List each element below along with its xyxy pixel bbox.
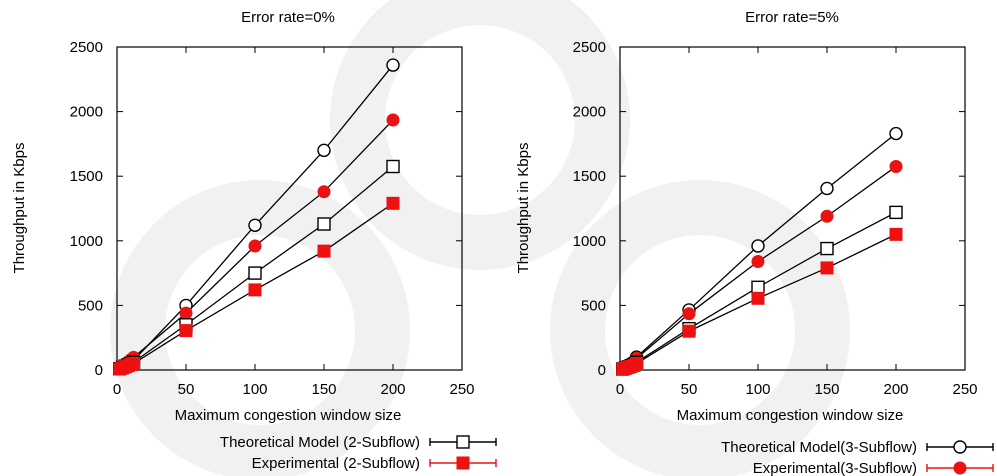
data-point xyxy=(179,324,193,338)
data-point xyxy=(317,143,331,158)
plot-area xyxy=(113,58,400,376)
y-axis-label: Throughput in Kbps xyxy=(11,143,28,274)
data-point xyxy=(751,280,765,295)
y-tick-label: 0 xyxy=(598,362,606,379)
data-point xyxy=(248,218,262,232)
chart-panel-error-0: Error rate=0% Throughput in Kbps Maximum… xyxy=(11,9,497,472)
x-axis-label: Maximum congestion window size xyxy=(175,407,402,424)
x-tick-label: 150 xyxy=(311,381,336,398)
data-point xyxy=(889,205,903,220)
legend-label: Experimental(3-Subflow) xyxy=(753,460,917,476)
y-tick-label: 0 xyxy=(95,362,103,379)
data-point xyxy=(179,306,193,320)
chart-panel-error-5: Error rate=5% Throughput in Kbps Maximum… xyxy=(515,9,994,476)
x-tick-label: 150 xyxy=(814,381,839,398)
y-tick-label: 1000 xyxy=(70,233,103,250)
data-point xyxy=(751,239,765,253)
legend-label: Theoretical Model (2-Subflow) xyxy=(220,434,420,451)
plot-frame xyxy=(116,46,463,371)
y-tick-label: 1500 xyxy=(573,168,606,185)
data-point xyxy=(889,160,903,174)
data-point xyxy=(127,357,141,371)
data-point xyxy=(248,239,262,253)
x-tick-label: 200 xyxy=(883,381,908,398)
y-tick-label: 2000 xyxy=(573,104,606,121)
data-point xyxy=(889,227,903,241)
series-line xyxy=(119,64,394,370)
chart-title: Error rate=5% xyxy=(745,9,839,26)
data-point xyxy=(386,58,400,72)
x-tick-label: 250 xyxy=(449,381,474,398)
legend-marker xyxy=(456,435,470,449)
legend-marker xyxy=(953,440,967,454)
data-point xyxy=(317,217,331,231)
y-tick-label: 2000 xyxy=(70,104,103,121)
legend: Theoretical Model (2-Subflow) Experimenta… xyxy=(220,434,497,472)
data-point xyxy=(317,244,331,258)
data-point xyxy=(820,181,834,196)
data-point xyxy=(889,126,903,141)
x-tick-label: 50 xyxy=(178,381,195,398)
data-point xyxy=(317,185,331,199)
plot-area xyxy=(616,126,903,376)
legend-marker xyxy=(953,461,967,475)
y-tick-label: 2500 xyxy=(573,39,606,56)
data-point xyxy=(751,291,765,305)
x-tick-label: 50 xyxy=(681,381,698,398)
x-tick-label: 0 xyxy=(616,381,624,398)
y-tick-label: 1500 xyxy=(70,168,103,185)
data-point xyxy=(682,307,696,321)
y-tick-label: 2500 xyxy=(70,39,103,56)
data-point xyxy=(386,196,400,210)
legend-marker xyxy=(456,456,470,470)
y-tick-label: 500 xyxy=(581,297,606,314)
data-point xyxy=(820,261,834,275)
data-point xyxy=(682,324,696,338)
y-axis-label: Throughput in Kbps xyxy=(515,143,532,274)
legend: Theoretical Model(3-Subflow) Experimental… xyxy=(721,439,994,476)
data-point xyxy=(386,159,400,174)
data-point xyxy=(820,209,834,223)
legend-label: Experimental (2-Subflow) xyxy=(252,455,420,472)
data-point xyxy=(751,254,765,268)
x-axis-label: Maximum congestion window size xyxy=(677,407,904,424)
x-tick-label: 0 xyxy=(113,381,121,398)
data-point xyxy=(630,357,644,371)
plot-frame xyxy=(619,46,966,371)
data-point xyxy=(248,266,262,280)
data-point xyxy=(820,241,834,256)
chart-title: Error rate=0% xyxy=(241,9,335,26)
y-tick-label: 1000 xyxy=(573,233,606,250)
data-point xyxy=(386,113,400,127)
y-tick-label: 500 xyxy=(78,297,103,314)
x-tick-label: 200 xyxy=(380,381,405,398)
data-point xyxy=(248,283,262,297)
legend-label: Theoretical Model(3-Subflow) xyxy=(721,439,917,456)
x-tick-label: 100 xyxy=(745,381,770,398)
x-tick-label: 100 xyxy=(242,381,267,398)
x-tick-label: 250 xyxy=(952,381,977,398)
